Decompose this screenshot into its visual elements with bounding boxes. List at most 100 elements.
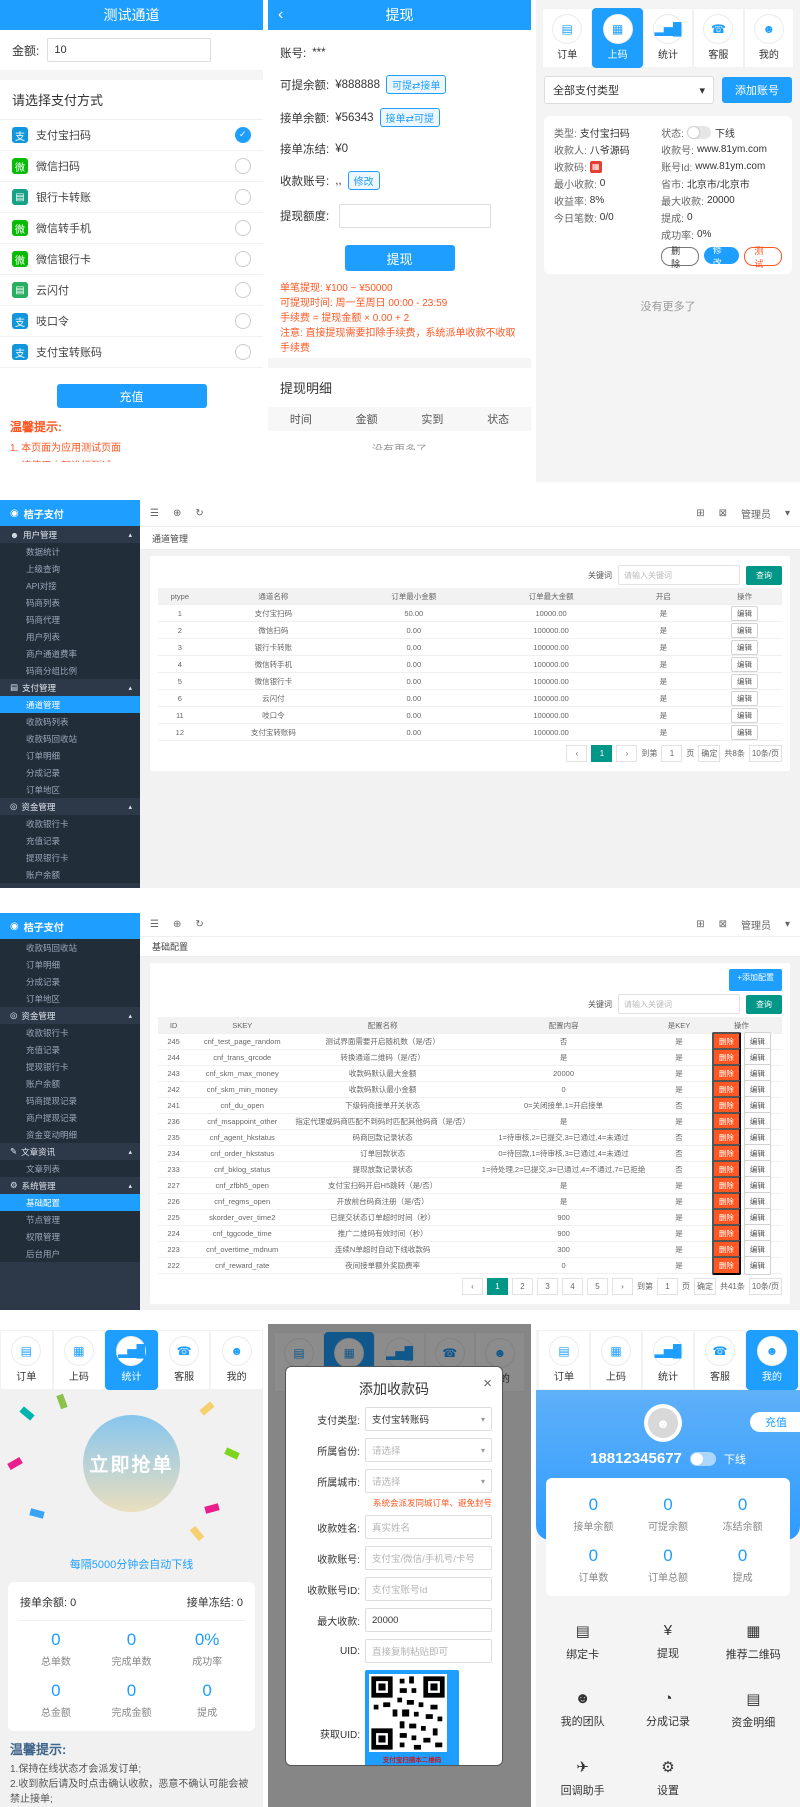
menu-item[interactable]: ▦ 推荐二维码 <box>711 1608 796 1676</box>
add-account-button[interactable]: 添加账号 <box>722 77 792 103</box>
test-button[interactable]: 测试 <box>744 246 782 269</box>
edit-button[interactable]: 编辑 <box>731 605 759 621</box>
recharge-button[interactable]: 充值 <box>56 384 207 408</box>
refresh-icon[interactable]: ↻ <box>195 918 204 930</box>
sidebar-item[interactable]: 收款码回收站 <box>0 939 140 956</box>
refresh-icon[interactable]: ↻ <box>195 507 204 519</box>
field-select[interactable]: 支付宝转账码 ▾ <box>365 1407 492 1431</box>
menu-item[interactable]: ◔ 分成记录 <box>625 1676 710 1744</box>
circle-icon[interactable]: ⊕ <box>172 918 182 930</box>
sidebar-item[interactable]: 账户余额 <box>0 866 140 883</box>
edit-button[interactable]: 编辑 <box>743 1176 771 1195</box>
menu-item[interactable]: ✈ 回调助手 <box>540 1744 625 1807</box>
menu-icon[interactable]: ☰ <box>150 918 159 930</box>
sidebar-item[interactable]: 通道管理 <box>0 696 140 713</box>
tab-item[interactable]: ☎ 客服 <box>694 1330 746 1390</box>
field-input[interactable]: 真实姓名 ▾ <box>365 1515 492 1539</box>
swap-to-order-button[interactable]: 可提⇄接单 <box>385 75 447 94</box>
tab-item[interactable]: ☎ 客服 <box>693 8 744 68</box>
radio-icon[interactable] <box>235 344 251 360</box>
sidebar-item[interactable]: 提现银行卡 <box>0 849 140 866</box>
sidebar-item[interactable]: 资金变动明细 <box>0 1126 140 1143</box>
goto-confirm-button[interactable]: 确定 <box>698 744 721 762</box>
sidebar-item[interactable]: 收款码回收站 <box>0 730 140 747</box>
delete-button[interactable]: 删除 <box>711 1128 741 1147</box>
sidebar-item[interactable]: 上级查询 <box>0 560 140 577</box>
field-input[interactable]: 20000 ▾ <box>365 1608 492 1632</box>
modify-button[interactable]: 修改 <box>703 245 740 268</box>
payment-method-item[interactable]: 支 支付宝转账码 <box>0 337 263 368</box>
sidebar-item[interactable]: ◎ 资金管理 ▴ <box>0 1007 140 1024</box>
sidebar-item[interactable]: 码商分组比例 <box>0 662 140 679</box>
field-input[interactable]: 直接复制粘贴即可 ▾ <box>365 1639 492 1663</box>
edit-button[interactable]: 编辑 <box>731 639 759 655</box>
tab-item[interactable]: ▂▅█ 统计 <box>642 1330 694 1390</box>
sidebar-item[interactable]: 商户通道费率 <box>0 645 140 662</box>
payment-method-item[interactable]: ▤ 银行卡转账 <box>0 182 263 213</box>
radio-icon[interactable] <box>235 251 251 267</box>
sidebar-item[interactable]: ▤ 支付管理 ▴ <box>0 679 140 696</box>
radio-icon[interactable] <box>235 189 251 205</box>
edit-button[interactable]: 编辑 <box>731 656 759 672</box>
payment-method-item[interactable]: 微 微信扫码 <box>0 151 263 182</box>
delete-button[interactable]: 删除 <box>711 1256 741 1275</box>
menu-item[interactable]: ⚙ 设置 <box>625 1744 710 1807</box>
status-toggle[interactable] <box>686 126 711 139</box>
prev-page[interactable]: ‹ <box>566 744 588 762</box>
menu-item[interactable]: ¥ 提现 <box>625 1608 710 1676</box>
next-page[interactable]: › <box>611 1277 633 1295</box>
edit-button[interactable]: 编辑 <box>731 707 759 723</box>
page-size-select[interactable]: 10条/页 <box>748 744 782 762</box>
sidebar-item[interactable]: 收款银行卡 <box>0 815 140 832</box>
sidebar-item[interactable]: 分成记录 <box>0 973 140 990</box>
edit-button[interactable]: 编辑 <box>731 673 759 689</box>
search-button[interactable]: 查询 <box>746 565 782 585</box>
pay-type-select[interactable]: 全部支付类型 ▾ <box>544 76 714 104</box>
sidebar-item[interactable]: 订单地区 <box>0 990 140 1007</box>
page-number[interactable]: 3 <box>536 1277 558 1295</box>
add-config-button[interactable]: +添加配置 <box>729 969 782 991</box>
sidebar-item[interactable]: 码商提现记录 <box>0 1092 140 1109</box>
sidebar-item[interactable]: 文章列表 <box>0 1160 140 1177</box>
qr-thumbnail-icon[interactable]: ▦ <box>589 160 602 173</box>
page-number[interactable]: 1 <box>591 744 613 762</box>
field-select[interactable]: 请选择 ▾ <box>365 1469 492 1493</box>
page-number[interactable]: 5 <box>586 1277 608 1295</box>
field-input[interactable]: 支付宝/微信/手机号/卡号 ▾ <box>365 1546 492 1570</box>
tab-item[interactable]: ☻ 我的 <box>743 8 795 68</box>
menu-item[interactable]: ☻ 我的团队 <box>540 1676 625 1744</box>
recharge-button[interactable]: 充值 <box>750 1412 800 1432</box>
field-select[interactable]: 请选择 ▾ <box>365 1438 492 1462</box>
search-button[interactable]: 查询 <box>746 994 782 1014</box>
sidebar-item[interactable]: 后台用户 <box>0 1245 140 1262</box>
admin-user[interactable]: 管理员 <box>740 509 771 521</box>
sidebar-item[interactable]: 订单明细 <box>0 956 140 973</box>
sidebar-item[interactable]: 节点管理 <box>0 1211 140 1228</box>
tab-item[interactable]: ▦ 上码 <box>592 8 643 68</box>
payment-method-item[interactable]: 支 吱口令 <box>0 306 263 337</box>
keyword-input[interactable]: 请输入关键词 <box>618 565 740 585</box>
payment-method-item[interactable]: ▤ 云闪付 <box>0 275 263 306</box>
sidebar-item[interactable]: API对接 <box>0 577 140 594</box>
goto-input[interactable]: 1 <box>661 744 683 762</box>
amount-input[interactable]: 10 <box>47 38 212 62</box>
menu-icon[interactable]: ☰ <box>150 507 159 519</box>
field-input[interactable]: 支付宝账号Id ▾ <box>365 1577 492 1601</box>
swap-to-avail-button[interactable]: 接单⇄可提 <box>379 108 440 127</box>
sidebar-item[interactable]: 订单明细 <box>0 747 140 764</box>
page-number[interactable]: 2 <box>511 1277 533 1295</box>
edit-button[interactable]: 编辑 <box>743 1080 771 1099</box>
tab-item[interactable]: ▤ 订单 <box>542 8 593 68</box>
sidebar-item[interactable]: ☻ 用户管理 ▴ <box>0 526 140 543</box>
sidebar-item[interactable]: 码商列表 <box>0 594 140 611</box>
back-icon[interactable]: ‹ <box>278 6 284 23</box>
fullscreen-icon[interactable]: ⊠ <box>718 507 727 519</box>
payment-method-item[interactable]: 支 支付宝扫码 <box>0 120 263 151</box>
modify-button[interactable]: 修改 <box>347 171 380 190</box>
sidebar-item[interactable]: ✎ 文章资讯 ▴ <box>0 1143 140 1160</box>
radio-icon[interactable] <box>235 313 251 329</box>
sidebar-item[interactable]: ◎ 资金管理 ▴ <box>0 798 140 815</box>
sidebar-item[interactable]: 码商代理 <box>0 611 140 628</box>
edit-button[interactable]: 编辑 <box>731 724 759 740</box>
sidebar-item[interactable]: 商户提现记录 <box>0 1109 140 1126</box>
